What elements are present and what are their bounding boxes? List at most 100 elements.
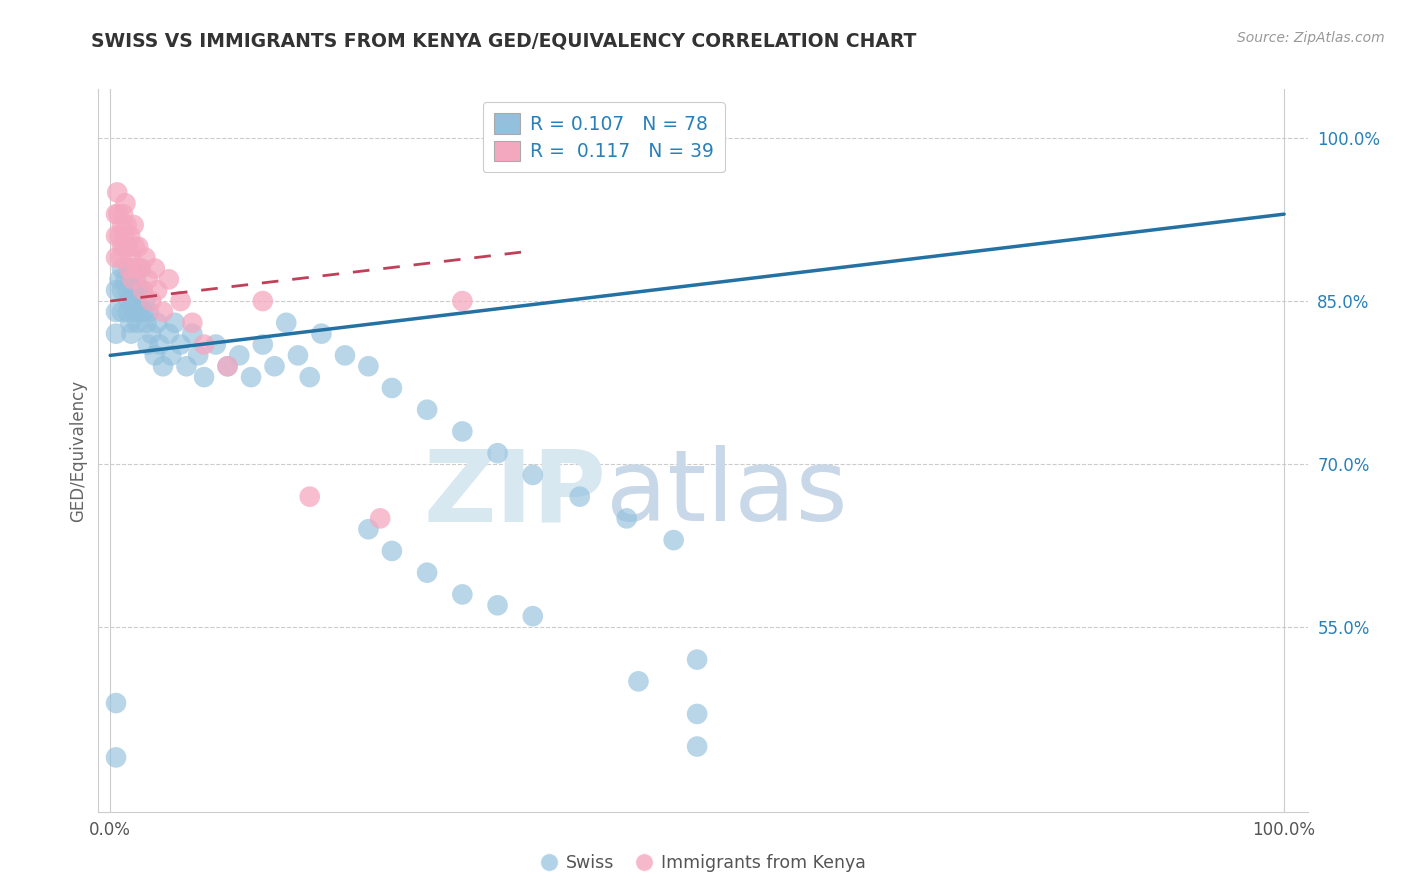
Point [204,337,226,351]
Point [107,207,129,221]
Point [416,402,439,417]
Point [132,283,155,297]
Point [451,425,474,439]
Point [181,316,204,330]
Point [240,370,263,384]
Point [298,490,321,504]
Point [111,240,134,254]
Point [120,316,142,330]
Point [135,316,157,330]
Point [686,739,709,754]
Point [627,674,650,689]
Point [108,228,131,243]
Point [128,305,150,319]
Point [416,566,439,580]
Point [125,272,148,286]
Point [134,294,156,309]
Point [131,283,153,297]
Point [568,490,591,504]
Point [105,750,128,764]
Point [129,261,152,276]
Point [111,283,134,297]
Point [146,316,169,330]
Point [127,316,149,330]
Point [105,326,128,341]
Point [152,305,174,319]
Point [311,326,333,341]
Point [117,283,139,297]
Point [143,261,166,276]
Point [686,706,709,721]
Point [276,316,298,330]
Point [169,337,191,351]
Point [157,326,180,341]
Point [141,294,163,309]
Point [143,348,166,362]
Point [252,294,274,309]
Point [193,337,215,351]
Point [108,272,131,286]
Legend: R = 0.107   N = 78, R =  0.117   N = 39: R = 0.107 N = 78, R = 0.117 N = 39 [482,103,724,172]
Point [124,240,146,254]
Point [105,283,128,297]
Point [451,294,474,309]
Point [451,587,474,601]
Point [357,522,380,536]
Point [217,359,239,374]
Point [111,218,134,232]
Point [124,305,146,319]
Point [662,533,685,547]
Point [138,305,160,319]
Point [129,261,152,276]
Point [157,272,180,286]
Point [127,283,149,297]
Point [187,348,209,362]
Point [120,228,142,243]
Point [120,251,142,265]
Point [287,348,309,362]
Point [121,294,143,309]
Point [616,511,638,525]
Point [110,251,132,265]
Text: Source: ZipAtlas.com: Source: ZipAtlas.com [1237,31,1385,45]
Point [263,359,285,374]
Point [111,305,134,319]
Legend: Swiss, Immigrants from Kenya: Swiss, Immigrants from Kenya [533,847,873,879]
Point [181,326,204,341]
Point [122,283,145,297]
Point [163,316,186,330]
Point [122,218,145,232]
Point [122,261,145,276]
Point [120,326,142,341]
Text: ZIP: ZIP [423,445,606,542]
Point [136,272,159,286]
Point [105,305,128,319]
Point [228,348,250,362]
Point [141,326,163,341]
Point [105,207,128,221]
Point [193,370,215,384]
Point [522,467,544,482]
Point [105,228,128,243]
Point [118,294,141,309]
Point [333,348,356,362]
Point [522,609,544,624]
Point [112,228,135,243]
Point [152,359,174,374]
Point [105,696,128,710]
Point [114,272,136,286]
Point [118,261,141,276]
Point [169,294,191,309]
Point [252,337,274,351]
Point [117,305,139,319]
Point [134,251,156,265]
Point [117,240,139,254]
Point [125,294,148,309]
Text: atlas: atlas [606,445,848,542]
Point [381,544,404,558]
Point [132,305,155,319]
Point [148,337,170,351]
Point [115,218,138,232]
Point [298,370,321,384]
Point [118,261,141,276]
